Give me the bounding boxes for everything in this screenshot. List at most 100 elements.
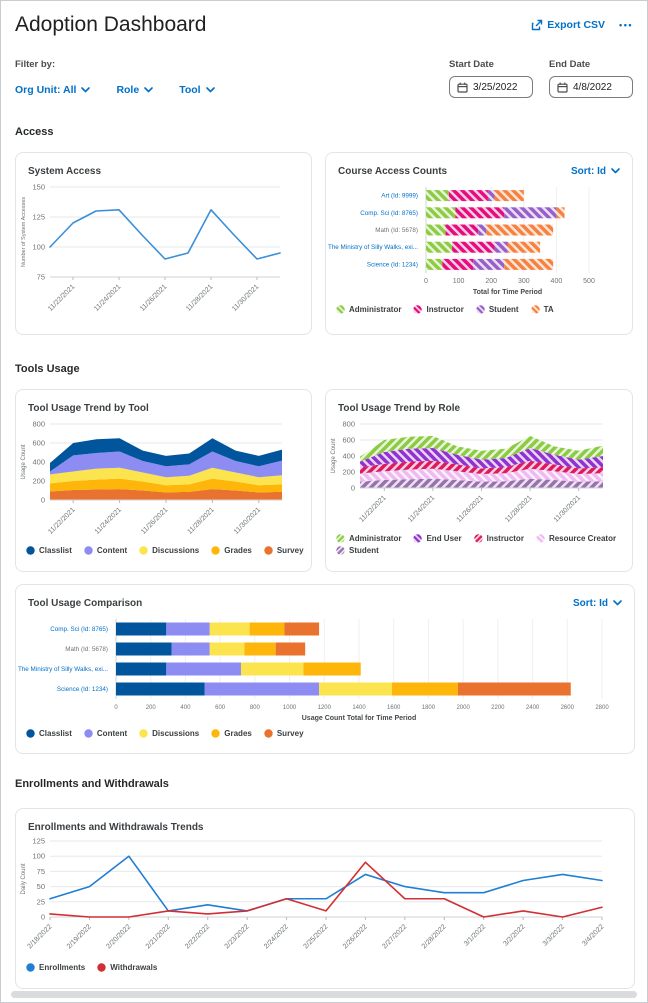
svg-text:2/24/2022: 2/24/2022 [263, 923, 290, 950]
svg-text:0: 0 [424, 278, 428, 285]
svg-text:2/25/2022: 2/25/2022 [302, 923, 329, 950]
svg-text:2/18/2022: 2/18/2022 [26, 923, 53, 950]
export-csv-button[interactable]: Export CSV [531, 19, 605, 31]
legend-label: Content [96, 729, 128, 738]
end-date-label: End Date [549, 59, 591, 70]
svg-text:The Ministry of Silly Walks, e: The Ministry of Silly Walks, exi... [328, 244, 418, 251]
chevron-down-icon [144, 87, 154, 93]
legend-item-administrator[interactable]: Administrator [336, 534, 401, 543]
legend-item-grades[interactable]: Grades [211, 729, 252, 738]
role-filter-dropdown[interactable]: Role [116, 84, 154, 96]
legend-item-classlist[interactable]: Classlist [26, 729, 72, 738]
svg-text:2/19/2022: 2/19/2022 [66, 923, 93, 950]
svg-text:2800: 2800 [595, 705, 609, 711]
legend-item-resource-creator[interactable]: Resource Creator [536, 534, 616, 543]
legend-item-withdrawals[interactable]: Withdrawals [97, 963, 157, 972]
legend-item-student[interactable]: Student [476, 305, 519, 314]
section-heading-tools-usage: Tools Usage [15, 363, 80, 375]
legend-item-student[interactable]: Student [336, 546, 379, 555]
chevron-down-icon [611, 168, 620, 174]
tool-usage-trend-by-tool-card: Tool Usage Trend by Tool 0 200 400 600 800 11… [15, 389, 313, 572]
legend-swatch-icon [336, 546, 345, 555]
svg-text:The Ministry of Silly Walks, e: The Ministry of Silly Walks, exi... [18, 666, 108, 673]
legend-item-content[interactable]: Content [84, 729, 127, 738]
svg-text:3/2/2022: 3/2/2022 [502, 923, 526, 947]
legend-item-end-user[interactable]: End User [413, 534, 462, 543]
sort-label: Sort: Id [573, 597, 608, 609]
legend-label: Student [488, 305, 519, 314]
legend-item-instructor[interactable]: Instructor [413, 305, 464, 314]
legend-item-ta[interactable]: TA [530, 305, 554, 314]
legend-item-discussions[interactable]: Discussions [139, 729, 199, 738]
legend-item-classlist[interactable]: Classlist [26, 546, 72, 555]
tool-usage-comparison-card: Tool Usage Comparison Sort: Id 0 200 400 60… [15, 584, 635, 754]
legend-swatch-icon [476, 305, 485, 314]
tool-filter-dropdown[interactable]: Tool [179, 84, 215, 96]
legend-swatch-icon [97, 963, 106, 972]
svg-text:11/24/2021: 11/24/2021 [94, 506, 123, 535]
end-date-input[interactable]: 4/8/2022 [549, 76, 633, 98]
tool-trend-by-role-chart: 0 200 400 600 800 11/22/2021 11/24/2021 11/26/2… [326, 416, 632, 534]
legend-item-instructor[interactable]: Instructor [473, 534, 524, 543]
start-date-input[interactable]: 3/25/2022 [449, 76, 533, 98]
access-card-row: System Access 75 100 125 150 11/22/2021 11/24… [15, 152, 633, 335]
card-title-enrollments-trends: Enrollments and Withdrawals Trends [28, 821, 204, 833]
legend-item-content[interactable]: Content [84, 546, 127, 555]
calendar-icon [557, 82, 568, 93]
legend-swatch-icon [26, 546, 35, 555]
svg-text:3/3/2022: 3/3/2022 [542, 923, 566, 947]
horizontal-scrollbar[interactable] [11, 991, 637, 998]
header-actions: Export CSV ••• [531, 13, 633, 31]
svg-text:125: 125 [32, 213, 45, 222]
card-title-tool-comparison: Tool Usage Comparison [28, 597, 143, 609]
svg-text:Comp. Sci (Id: 8765): Comp. Sci (Id: 8765) [50, 626, 108, 633]
org-unit-filter-dropdown[interactable]: Org Unit: All [15, 84, 91, 96]
svg-text:2/21/2022: 2/21/2022 [145, 923, 172, 950]
chevron-down-icon [613, 600, 622, 606]
svg-text:Total for Time Period: Total for Time Period [473, 289, 542, 296]
filter-bar: Filter by: Org Unit: All Role Tool [15, 59, 633, 98]
filter-left: Filter by: Org Unit: All Role Tool [15, 59, 215, 96]
tool-comparison-chart: 0 200 400 600 800 1000 1200 1400 1600 1800 2000 220… [16, 611, 634, 729]
svg-text:2/28/2022: 2/28/2022 [421, 923, 448, 950]
svg-text:125: 125 [32, 837, 45, 846]
end-date-value: 4/8/2022 [573, 81, 612, 93]
legend-item-survey[interactable]: Survey [264, 729, 304, 738]
more-options-button[interactable]: ••• [619, 20, 633, 30]
svg-text:600: 600 [343, 436, 356, 445]
svg-text:11/24/2021: 11/24/2021 [407, 494, 436, 523]
sort-dropdown-course-access[interactable]: Sort: Id [571, 166, 620, 177]
svg-text:2/20/2022: 2/20/2022 [105, 923, 132, 950]
export-csv-label: Export CSV [547, 19, 606, 31]
svg-text:Science (Id: 1234): Science (Id: 1234) [57, 686, 108, 693]
legend-label: Grades [224, 546, 252, 555]
enrollments-withdrawals-chart: 0 25 50 75 100 125 2/18/2022 2/19/2022 2/20/2022… [16, 835, 634, 963]
legend-swatch-icon [536, 534, 545, 543]
svg-text:11/28/2021: 11/28/2021 [504, 494, 533, 523]
legend-item-grades[interactable]: Grades [211, 546, 252, 555]
legend-swatch-icon [84, 729, 93, 738]
enrollments-withdrawals-card: Enrollments and Withdrawals Trends 0 25 50… [15, 808, 635, 989]
svg-text:Usage Count Total for Time Per: Usage Count Total for Time Period [302, 715, 416, 722]
legend-item-survey[interactable]: Survey [264, 546, 304, 555]
legend-item-administrator[interactable]: Administrator [336, 305, 401, 314]
svg-text:Science (Id: 1234): Science (Id: 1234) [367, 261, 418, 268]
legend-swatch-icon [139, 546, 148, 555]
legend-item-enrollments[interactable]: Enrollments [26, 963, 85, 972]
sort-dropdown-tool-comparison[interactable]: Sort: Id [573, 598, 622, 609]
course-access-chart: 0 100 200 300 400 500 Art (Id: 9999) Comp. Sci … [326, 179, 632, 305]
chevron-down-icon [205, 87, 215, 93]
legend-item-discussions[interactable]: Discussions [139, 546, 199, 555]
legend-swatch-icon [413, 534, 423, 543]
legend-swatch-icon [26, 963, 35, 972]
svg-text:600: 600 [32, 439, 45, 448]
legend-swatch-icon [530, 305, 540, 314]
legend-label: Survey [276, 546, 304, 555]
course-access-counts-card: Course Access Counts Sort: Id 0 100 200 300… [325, 152, 633, 335]
svg-text:11/28/2021: 11/28/2021 [186, 506, 215, 535]
filter-by-label: Filter by: [15, 59, 56, 70]
filter-dropdowns: Org Unit: All Role Tool [15, 84, 215, 96]
start-date-value: 3/25/2022 [473, 81, 518, 93]
svg-text:800: 800 [250, 705, 261, 711]
